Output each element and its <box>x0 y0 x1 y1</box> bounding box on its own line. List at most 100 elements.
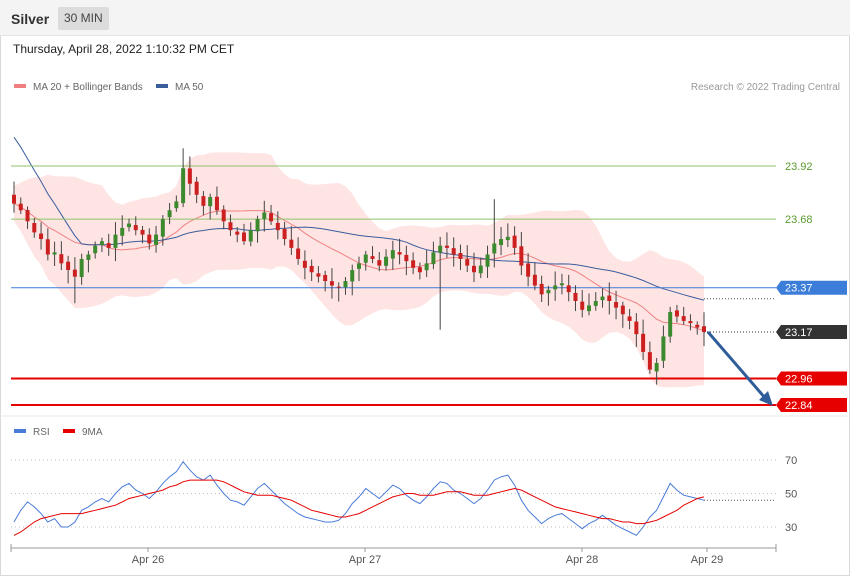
candle-body <box>289 239 294 248</box>
candle-body <box>357 263 361 269</box>
price-levels <box>11 165 776 406</box>
candle-body <box>167 210 172 218</box>
candle-body <box>269 213 274 222</box>
legend-label-rsi: RSI <box>33 427 50 438</box>
candle-body <box>174 201 179 209</box>
candle-body <box>370 256 375 259</box>
candle-body <box>424 263 429 271</box>
candle-body <box>208 196 213 207</box>
level-label-23.37: 23.37 <box>785 283 813 295</box>
candle-body <box>160 219 165 237</box>
legend-label-rsi-ma: 9MA <box>82 427 103 438</box>
rsi-tick-70: 70 <box>785 455 797 467</box>
candle-body <box>248 230 253 242</box>
rsi-tick-50: 50 <box>785 489 797 501</box>
candle-body <box>614 302 619 308</box>
candle-body <box>620 305 625 315</box>
candle-body <box>384 256 389 266</box>
x-tick-label: Apr 26 <box>132 554 164 566</box>
candle-body <box>472 265 476 273</box>
rsi-legend: RSI 9MA <box>14 427 103 438</box>
candle-body <box>593 300 598 306</box>
timeframe-button[interactable]: 30 MIN <box>58 7 109 30</box>
candle-body <box>72 269 77 277</box>
chart-timestamp: Thursday, April 28, 2022 1:10:32 PM CET <box>13 42 235 56</box>
candle-body <box>214 196 219 211</box>
candle-body <box>553 285 558 290</box>
candle-body <box>512 235 517 248</box>
attribution: Research © 2022 Trading Central <box>691 82 840 93</box>
candle-body <box>573 292 578 301</box>
level-label-23.92: 23.92 <box>785 161 813 173</box>
candle-body <box>532 274 537 286</box>
candle-body <box>404 254 409 262</box>
level-tag-22.84 <box>776 398 847 412</box>
candles <box>12 148 706 385</box>
candle-body <box>417 267 422 273</box>
candle-body <box>559 283 564 286</box>
level-label-22.84: 22.84 <box>785 400 813 412</box>
candle-body <box>661 336 666 361</box>
candle-body <box>282 228 287 240</box>
candle-body <box>201 196 206 206</box>
candle-body <box>127 223 131 228</box>
candle-body <box>12 194 16 204</box>
candle-body <box>221 209 226 222</box>
candle-body <box>302 260 307 268</box>
level-tag-23.37 <box>776 280 847 295</box>
candle-body <box>647 352 652 370</box>
candle-body <box>505 236 510 241</box>
candle-body <box>323 274 328 282</box>
candle-body <box>25 209 30 222</box>
candle-body <box>316 273 321 277</box>
candle-body <box>350 270 355 282</box>
candle-body <box>674 310 679 317</box>
legend-label-ma50: MA 50 <box>175 82 204 93</box>
candle-body <box>181 168 186 204</box>
level-tag-23.17 <box>776 324 847 339</box>
level-tag-22.96 <box>776 371 847 386</box>
candle-body <box>377 260 382 266</box>
candle-body <box>641 333 646 352</box>
candle-body <box>634 321 639 335</box>
candle-body <box>688 321 693 324</box>
candle-body <box>397 252 402 255</box>
candle-body <box>86 254 91 260</box>
candle-body <box>255 219 260 232</box>
candle-body <box>18 203 23 211</box>
ma50-line <box>13 136 705 301</box>
candle-body <box>79 258 84 278</box>
level-label-23.68: 23.68 <box>785 214 813 226</box>
candle-body <box>187 168 192 184</box>
legend-label-ma20: MA 20 + Bollinger Bands <box>33 82 143 93</box>
x-tick-label: Apr 27 <box>349 554 381 566</box>
candle-body <box>242 232 246 242</box>
candle-body <box>235 231 240 235</box>
price-legend: MA 20 + Bollinger Bands MA 50 <box>14 82 204 93</box>
candle-body <box>668 312 673 337</box>
candle-body <box>600 296 605 301</box>
candle-body <box>465 259 470 266</box>
candle-body <box>32 223 37 233</box>
candle-body <box>431 252 436 265</box>
candle-body <box>93 245 98 254</box>
candle-body <box>59 254 64 264</box>
candle-body <box>329 281 334 286</box>
legend-swatch-rsi <box>14 429 26 433</box>
candle-body <box>499 239 504 246</box>
x-tick-label: Apr 29 <box>691 554 723 566</box>
candle-body <box>66 261 71 271</box>
candle-body <box>296 248 301 259</box>
candle-body <box>309 265 314 273</box>
candle-body <box>336 286 341 288</box>
candle-body <box>45 239 50 255</box>
forecast-arrow-head <box>759 391 773 406</box>
legend-swatch-rsi-ma <box>63 429 75 433</box>
candle-body <box>654 362 659 372</box>
candle-body <box>438 245 443 253</box>
x-tick-label: Apr 28 <box>566 554 598 566</box>
legend-swatch-ma50 <box>156 84 168 88</box>
candle-body <box>39 233 44 240</box>
rsi-line <box>13 460 705 537</box>
